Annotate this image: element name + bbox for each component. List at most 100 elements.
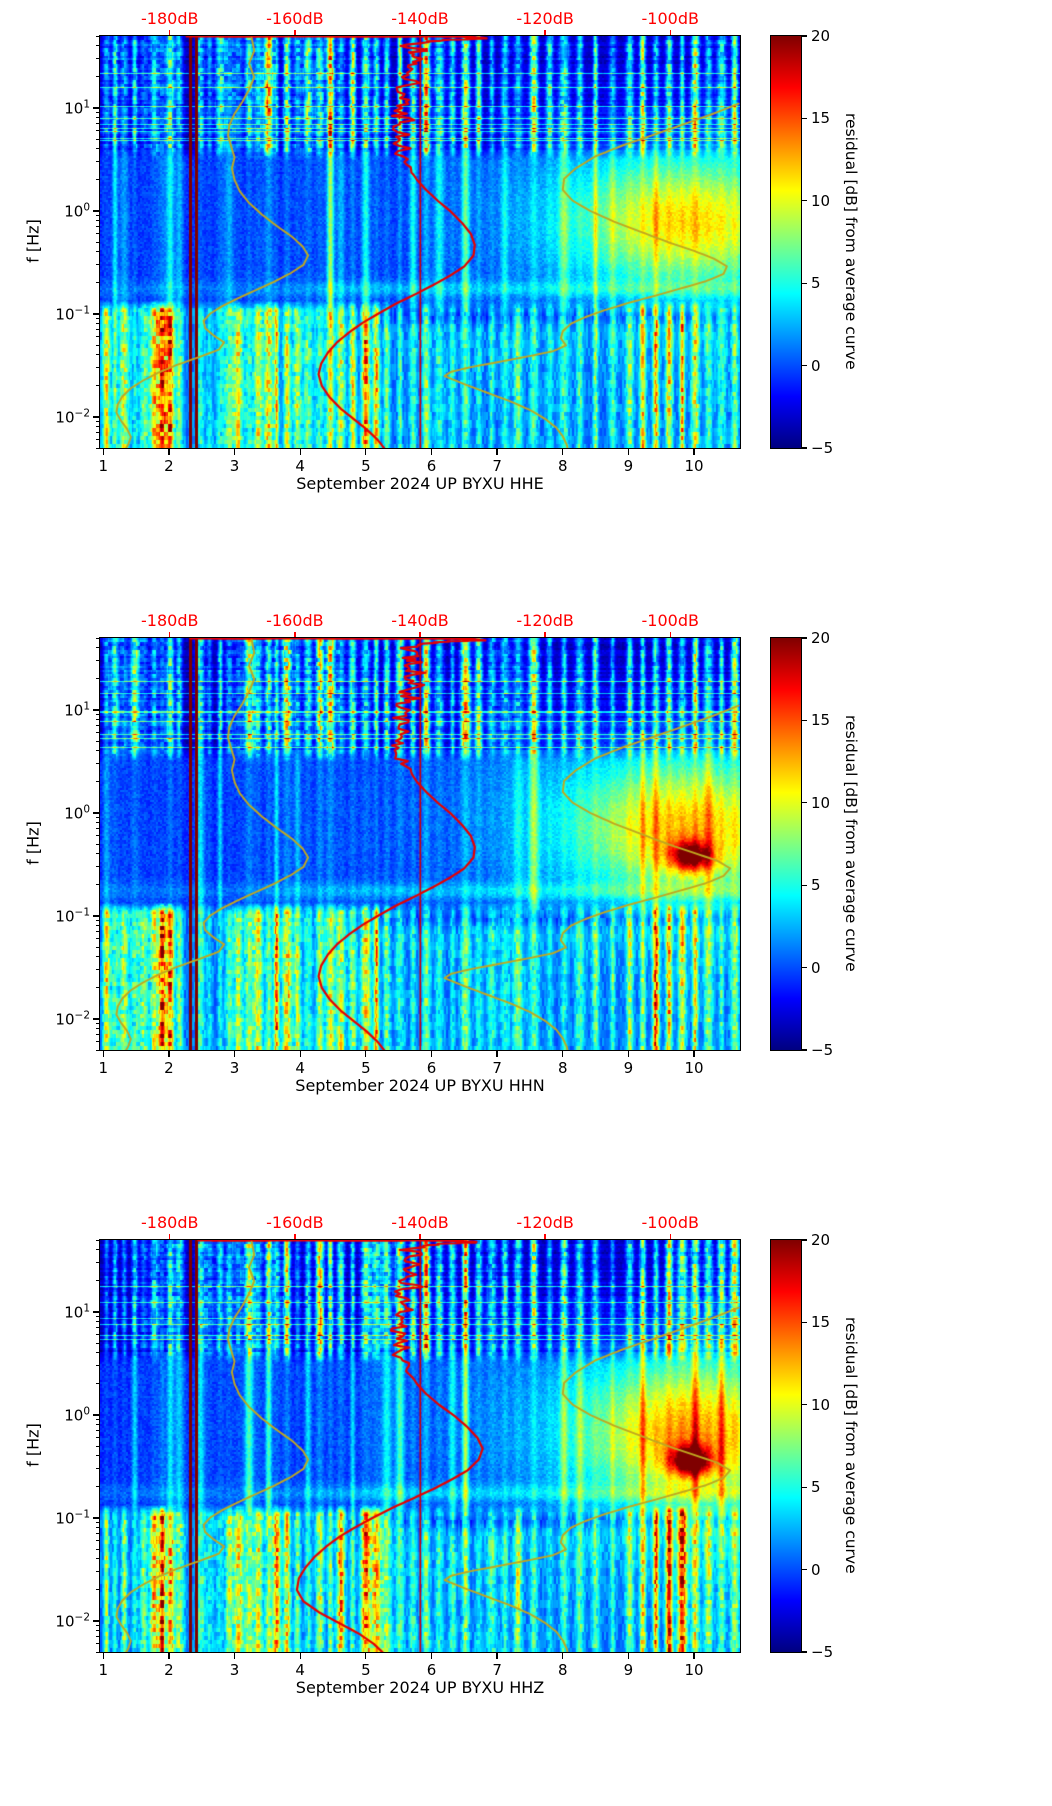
- y-minor-tick-mark: [95, 931, 99, 933]
- colorbar-tick-mark: [802, 1651, 807, 1653]
- y-minor-tick-mark: [95, 925, 99, 927]
- y-minor-tick-mark: [95, 318, 99, 320]
- y-minor-tick-mark: [95, 35, 99, 37]
- x-tick-mark: [299, 449, 301, 455]
- y-tick-mark: [93, 1517, 99, 1519]
- top-axis-tick-mark: [669, 1234, 671, 1239]
- y-minor-tick-mark: [95, 732, 99, 734]
- y-minor-tick-mark: [95, 1630, 99, 1632]
- top-axis-db-label: -140dB: [391, 1213, 449, 1232]
- x-tick-mark: [365, 1653, 367, 1659]
- x-tick-label: 3: [229, 1661, 240, 1679]
- colorbar-tick-label: 0: [811, 1560, 821, 1579]
- x-tick-mark: [365, 449, 367, 455]
- top-axis-tick-mark: [169, 632, 171, 637]
- colorbar-tick-label: 20: [811, 27, 831, 45]
- top-axis-db-label: -100dB: [641, 1213, 699, 1232]
- y-minor-tick-mark: [95, 117, 99, 119]
- x-tick-mark: [562, 1653, 564, 1659]
- x-tick-mark: [627, 1051, 630, 1057]
- top-axis-db-label: -160dB: [266, 611, 324, 630]
- top-axis-tick-mark: [544, 632, 546, 637]
- x-axis-title: September 2024 UP BYXU HHN: [295, 1076, 545, 1095]
- y-minor-tick-mark: [95, 1571, 99, 1573]
- y-tick-mark: [93, 416, 99, 418]
- y-minor-tick-mark: [95, 1316, 99, 1318]
- x-tick-label: 5: [361, 457, 371, 475]
- y-minor-tick-mark: [95, 822, 99, 824]
- colorbar-tick-label: 20: [811, 629, 831, 647]
- y-minor-tick-mark: [95, 447, 99, 449]
- spectrogram-panel-hhe: f [Hz] -180dB -160dB -140dB -120dB -100d…: [0, 0, 1052, 602]
- x-tick-label: 3: [229, 1059, 240, 1077]
- top-axis-tick-mark: [419, 30, 421, 35]
- top-axis-db-label: -180dB: [141, 611, 199, 630]
- colorbar-label: residual [dB] from average curve: [842, 1316, 860, 1574]
- y-tick-label: 10−2: [55, 1009, 90, 1029]
- y-minor-tick-mark: [95, 1589, 99, 1591]
- y-minor-tick-mark: [95, 226, 99, 228]
- y-minor-tick-mark: [95, 725, 99, 727]
- x-tick-mark: [365, 1051, 367, 1057]
- y-tick-label: 101: [64, 1302, 90, 1322]
- x-tick-label: 7: [492, 457, 502, 475]
- x-tick-mark: [102, 1653, 104, 1659]
- spectrogram-panel-hhn: f [Hz] -180dB -160dB -140dB -120dB -100d…: [0, 602, 1052, 1204]
- x-tick-mark: [430, 1653, 433, 1659]
- x-tick-label: 10: [684, 1661, 704, 1679]
- y-minor-tick-mark: [95, 714, 99, 716]
- y-minor-tick-mark: [95, 1327, 99, 1329]
- y-minor-tick-mark: [95, 1249, 99, 1251]
- y-minor-tick-mark: [95, 323, 99, 325]
- top-axis-db-label: -120dB: [516, 1213, 574, 1232]
- y-tick-mark: [93, 709, 99, 711]
- colorbar-tick-mark: [802, 447, 807, 449]
- colorbar-tick-label: 15: [811, 109, 831, 128]
- y-minor-tick-mark: [95, 969, 99, 971]
- top-axis-tick-mark: [294, 632, 296, 637]
- x-axis-title: September 2024 UP BYXU HHE: [296, 474, 544, 493]
- colorbar-tick-mark: [802, 117, 807, 119]
- y-tick-label: 100: [64, 1405, 90, 1425]
- x-axis-title: September 2024 UP BYXU HHZ: [295, 1678, 545, 1697]
- top-axis-db-label: -160dB: [266, 1213, 324, 1232]
- x-tick-mark: [299, 1653, 301, 1659]
- x-tick-label: 4: [295, 457, 305, 475]
- y-minor-tick-mark: [95, 76, 99, 78]
- y-axis-label: f [Hz]: [23, 219, 43, 263]
- y-minor-tick-mark: [95, 660, 99, 662]
- x-tick-mark: [627, 1653, 630, 1659]
- x-tick-mark: [562, 1051, 564, 1057]
- y-minor-tick-mark: [95, 161, 99, 163]
- x-tick-mark: [102, 1051, 104, 1057]
- y-minor-tick-mark: [95, 817, 99, 819]
- x-tick-label: 1: [98, 1661, 109, 1679]
- top-axis-tick-mark: [169, 30, 171, 35]
- y-tick-mark: [93, 1311, 99, 1313]
- y-minor-tick-mark: [95, 1468, 99, 1470]
- y-minor-tick-mark: [95, 251, 99, 253]
- y-minor-tick-mark: [95, 385, 99, 387]
- x-tick-mark: [233, 1051, 236, 1057]
- x-tick-mark: [693, 449, 695, 455]
- top-axis-tick-mark: [544, 1234, 546, 1239]
- top-axis-db-label: -120dB: [516, 611, 574, 630]
- y-minor-tick-mark: [95, 853, 99, 855]
- colorbar-tick-mark: [802, 35, 807, 37]
- colorbar-tick-label: 20: [811, 1231, 831, 1249]
- y-minor-tick-mark: [95, 1049, 99, 1051]
- colorbar-tick-label: −5: [811, 1041, 834, 1059]
- top-axis-tick-mark: [419, 1234, 421, 1239]
- y-minor-tick-mark: [95, 1342, 99, 1344]
- x-tick-mark: [168, 1653, 170, 1659]
- y-minor-tick-mark: [95, 264, 99, 266]
- x-tick-mark: [233, 1653, 236, 1659]
- x-tick-label: 9: [623, 457, 634, 475]
- y-minor-tick-mark: [95, 282, 99, 284]
- y-minor-tick-mark: [95, 241, 99, 243]
- y-tick-mark: [93, 107, 99, 109]
- colorbar-tick-label: 15: [811, 1313, 831, 1332]
- y-minor-tick-mark: [95, 130, 99, 132]
- colorbar-tick-mark: [802, 1321, 807, 1323]
- x-tick-label: 6: [426, 1059, 437, 1077]
